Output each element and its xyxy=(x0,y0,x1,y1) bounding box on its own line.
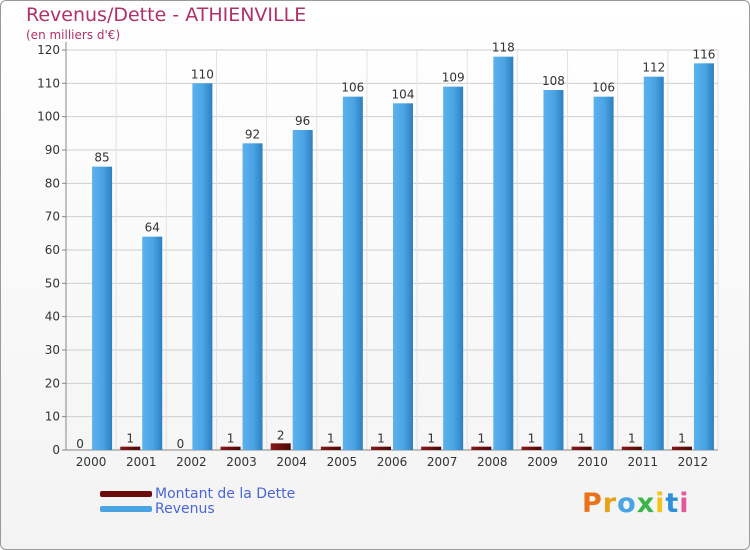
x-tick-label: 2012 xyxy=(678,455,709,469)
debt-bar xyxy=(371,446,391,450)
revenue-bar xyxy=(142,236,163,450)
logo-letter: i xyxy=(655,488,666,519)
debt-value-label: 1 xyxy=(678,432,686,446)
y-tick-label: 100 xyxy=(37,110,60,124)
x-tick-label: 2010 xyxy=(577,455,608,469)
y-tick-label: 0 xyxy=(52,443,60,457)
revenue-bar xyxy=(643,76,664,451)
revenue-value-label: 85 xyxy=(94,151,109,165)
revenue-bar xyxy=(693,63,714,450)
logo-letter: t xyxy=(665,488,680,519)
revenue-value-label: 64 xyxy=(145,221,160,235)
debt-value-label: 1 xyxy=(628,432,636,446)
debt-value-label: 0 xyxy=(76,437,84,451)
revenue-bar xyxy=(393,103,413,450)
x-tick-label: 2004 xyxy=(276,455,307,469)
logo-letter: x xyxy=(636,488,656,519)
x-tick-label: 2009 xyxy=(527,455,558,469)
y-tick-label: 40 xyxy=(45,310,60,324)
debt-value-label: 0 xyxy=(177,437,185,451)
debt-bar xyxy=(120,446,141,450)
debt-value-label: 1 xyxy=(126,432,134,446)
y-tick-label: 20 xyxy=(45,376,60,390)
y-tick-label: 80 xyxy=(45,176,60,190)
revenue-value-label: 116 xyxy=(692,47,715,61)
chart-title: Revenus/Dette - ATHIENVILLE xyxy=(26,4,307,26)
y-tick-label: 70 xyxy=(45,210,60,224)
logo-letter: o xyxy=(617,488,637,519)
revenue-value-label: 110 xyxy=(191,67,214,81)
revenue-value-label: 106 xyxy=(341,81,364,95)
debt-value-label: 1 xyxy=(377,432,385,446)
revenue-bar xyxy=(543,90,564,450)
revenue-value-label: 112 xyxy=(642,61,665,75)
revenue-bar xyxy=(242,143,263,451)
x-tick-label: 2005 xyxy=(327,455,358,469)
revenue-bar xyxy=(443,86,464,451)
x-tick-label: 2007 xyxy=(427,455,458,469)
y-tick-label: 60 xyxy=(45,243,60,257)
revenue-value-label: 108 xyxy=(542,74,565,88)
y-tick-label: 90 xyxy=(45,143,60,157)
revenue-value-label: 92 xyxy=(245,127,260,141)
debt-value-label: 2 xyxy=(277,428,285,442)
legend-label-dette: Montant de la Dette xyxy=(155,486,296,502)
y-tick-label: 120 xyxy=(37,43,60,57)
legend-swatch-dette xyxy=(100,491,152,497)
debt-bar xyxy=(521,446,542,450)
revenue-value-label: 106 xyxy=(592,81,615,95)
revenue-bar xyxy=(493,56,514,451)
x-tick-label: 2002 xyxy=(176,455,207,469)
debt-bar xyxy=(471,446,492,450)
revenue-bar xyxy=(192,83,213,450)
x-tick-label: 2006 xyxy=(377,455,408,469)
y-tick-label: 10 xyxy=(45,410,60,424)
x-tick-label: 2001 xyxy=(126,455,157,469)
y-tick-label: 50 xyxy=(45,276,60,290)
debt-value-label: 1 xyxy=(477,432,485,446)
logo-letter: P xyxy=(582,488,603,519)
revenue-bar xyxy=(92,166,113,450)
legend-label-revenus: Revenus xyxy=(155,501,215,517)
y-tick-label: 110 xyxy=(37,76,60,90)
x-tick-label: 2011 xyxy=(627,455,658,469)
x-tick-label: 2000 xyxy=(76,455,107,469)
legend-swatch-revenus xyxy=(100,506,152,512)
debt-value-label: 1 xyxy=(578,432,586,446)
revenue-value-label: 118 xyxy=(492,41,515,55)
revenue-bar xyxy=(292,130,313,450)
debt-bar xyxy=(571,446,592,450)
logo-letter: i xyxy=(679,488,690,519)
revenue-bar xyxy=(593,96,614,451)
revenue-bar xyxy=(342,96,363,451)
debt-value-label: 1 xyxy=(227,432,235,446)
chart-subtitle: (en milliers d'€) xyxy=(26,28,121,42)
debt-bar xyxy=(421,446,442,450)
debt-bar xyxy=(671,446,692,450)
debt-value-label: 1 xyxy=(528,432,536,446)
debt-bar xyxy=(270,443,291,450)
debt-bar xyxy=(320,446,341,450)
proxiti-logo: Proxiti xyxy=(582,488,690,519)
revenue-value-label: 96 xyxy=(295,114,310,128)
y-tick-label: 30 xyxy=(45,343,60,357)
debt-bar xyxy=(621,446,642,450)
debt-value-label: 1 xyxy=(327,432,335,446)
debt-value-label: 1 xyxy=(427,432,435,446)
x-tick-label: 2003 xyxy=(226,455,257,469)
x-tick-label: 2008 xyxy=(477,455,508,469)
revenue-value-label: 104 xyxy=(392,87,415,101)
debt-bar xyxy=(220,446,241,450)
revenue-value-label: 109 xyxy=(442,71,465,85)
logo-letter: r xyxy=(602,488,618,519)
